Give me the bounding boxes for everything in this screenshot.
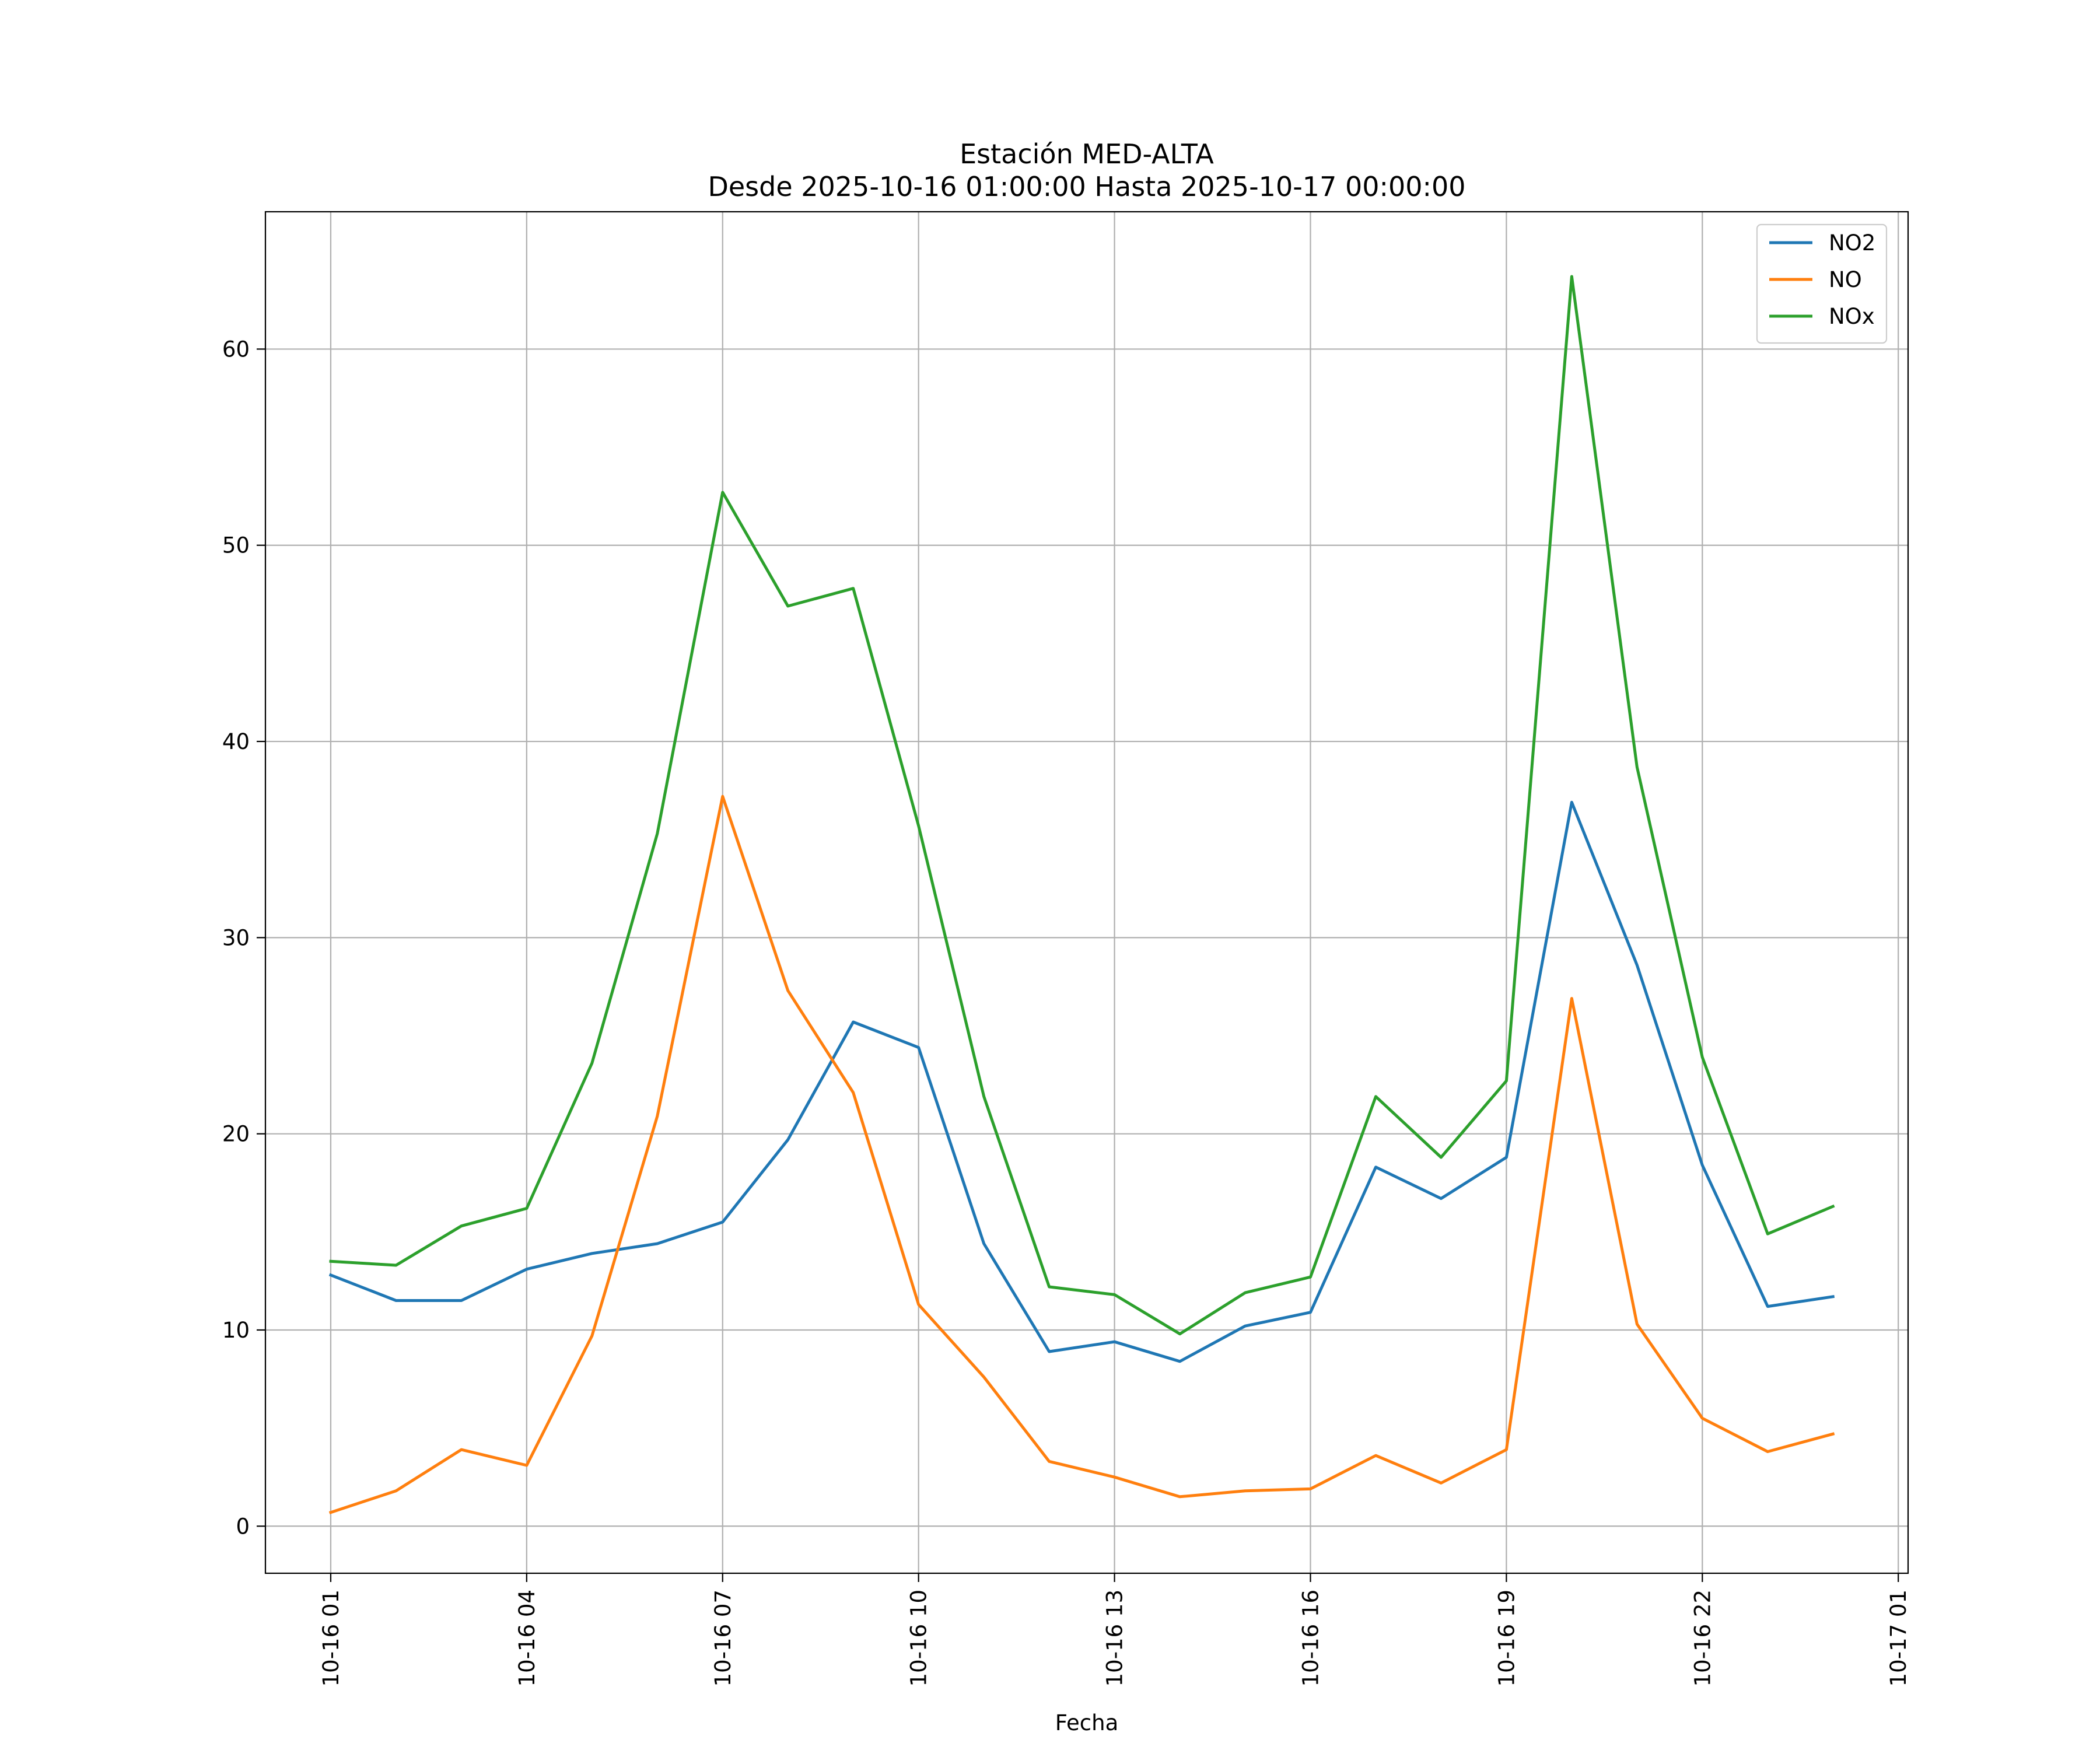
legend: NO2 NO NOx bbox=[1756, 223, 1888, 344]
series-line-no2 bbox=[328, 800, 1835, 1363]
series-line-nox bbox=[329, 275, 1835, 1336]
legend-box bbox=[1756, 223, 1888, 344]
x-tick-label: 10-16 13 bbox=[1102, 1590, 1128, 1686]
chart-title: Estación MED-ALTA bbox=[960, 138, 1214, 170]
y-tick-label: 10 bbox=[222, 1318, 250, 1343]
y-tick-label: 60 bbox=[222, 337, 250, 362]
legend-label-nox: NOx bbox=[1829, 304, 1875, 329]
x-tick-label: 10-16 22 bbox=[1690, 1590, 1715, 1686]
x-axis-label: Fecha bbox=[1055, 1710, 1119, 1735]
y-tick-label: 40 bbox=[222, 729, 250, 754]
chart-subtitle: Desde 2025-10-16 01:00:00 Hasta 2025-10-… bbox=[708, 171, 1465, 202]
x-tick-label: 10-16 04 bbox=[514, 1590, 540, 1686]
x-tick-label: 10-16 16 bbox=[1298, 1590, 1323, 1686]
x-tick-label: 10-16 07 bbox=[710, 1590, 736, 1686]
y-tick-label: 20 bbox=[222, 1122, 250, 1147]
ticks-layer: 10-16 01 10-16 04 10-16 07 10-16 10 10-16 13… bbox=[222, 337, 1911, 1686]
plot-frame bbox=[264, 211, 1909, 1574]
series-line-no bbox=[328, 794, 1835, 1514]
series-layer bbox=[328, 275, 1835, 1514]
legend-label-no2: NO2 bbox=[1829, 230, 1875, 256]
legend-label-no: NO bbox=[1829, 267, 1862, 292]
y-tick-label: 30 bbox=[222, 925, 250, 950]
x-tick-label: 10-16 10 bbox=[907, 1590, 932, 1686]
y-tick-label: 50 bbox=[222, 533, 250, 558]
x-tick-label: 10-16 01 bbox=[318, 1590, 344, 1686]
x-tick-label: 10-16 19 bbox=[1494, 1590, 1519, 1686]
grid-layer bbox=[265, 212, 1908, 1573]
x-tick-label: 10-17 01 bbox=[1886, 1590, 1911, 1686]
y-tick-label: 0 bbox=[236, 1514, 250, 1539]
